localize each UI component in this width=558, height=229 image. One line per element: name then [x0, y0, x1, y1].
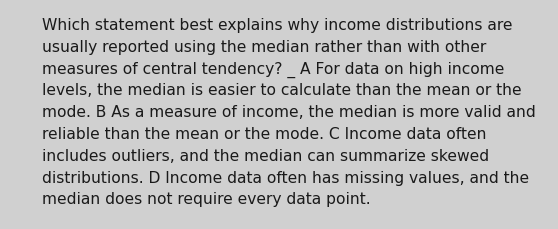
Text: includes outliers, and the median can summarize skewed: includes outliers, and the median can su… — [42, 148, 489, 163]
Text: mode. B As a measure of income, the median is more valid and: mode. B As a measure of income, the medi… — [42, 105, 536, 120]
Text: median does not require every data point.: median does not require every data point… — [42, 192, 371, 207]
Text: measures of central tendency? _ A For data on high income: measures of central tendency? _ A For da… — [42, 61, 504, 77]
Text: Which statement best explains why income distributions are: Which statement best explains why income… — [42, 18, 512, 33]
Text: usually reported using the median rather than with other: usually reported using the median rather… — [42, 40, 486, 55]
Text: levels, the median is easier to calculate than the mean or the: levels, the median is easier to calculat… — [42, 83, 522, 98]
Text: reliable than the mean or the mode. C Income data often: reliable than the mean or the mode. C In… — [42, 126, 487, 141]
Text: distributions. D Income data often has missing values, and the: distributions. D Income data often has m… — [42, 170, 529, 185]
